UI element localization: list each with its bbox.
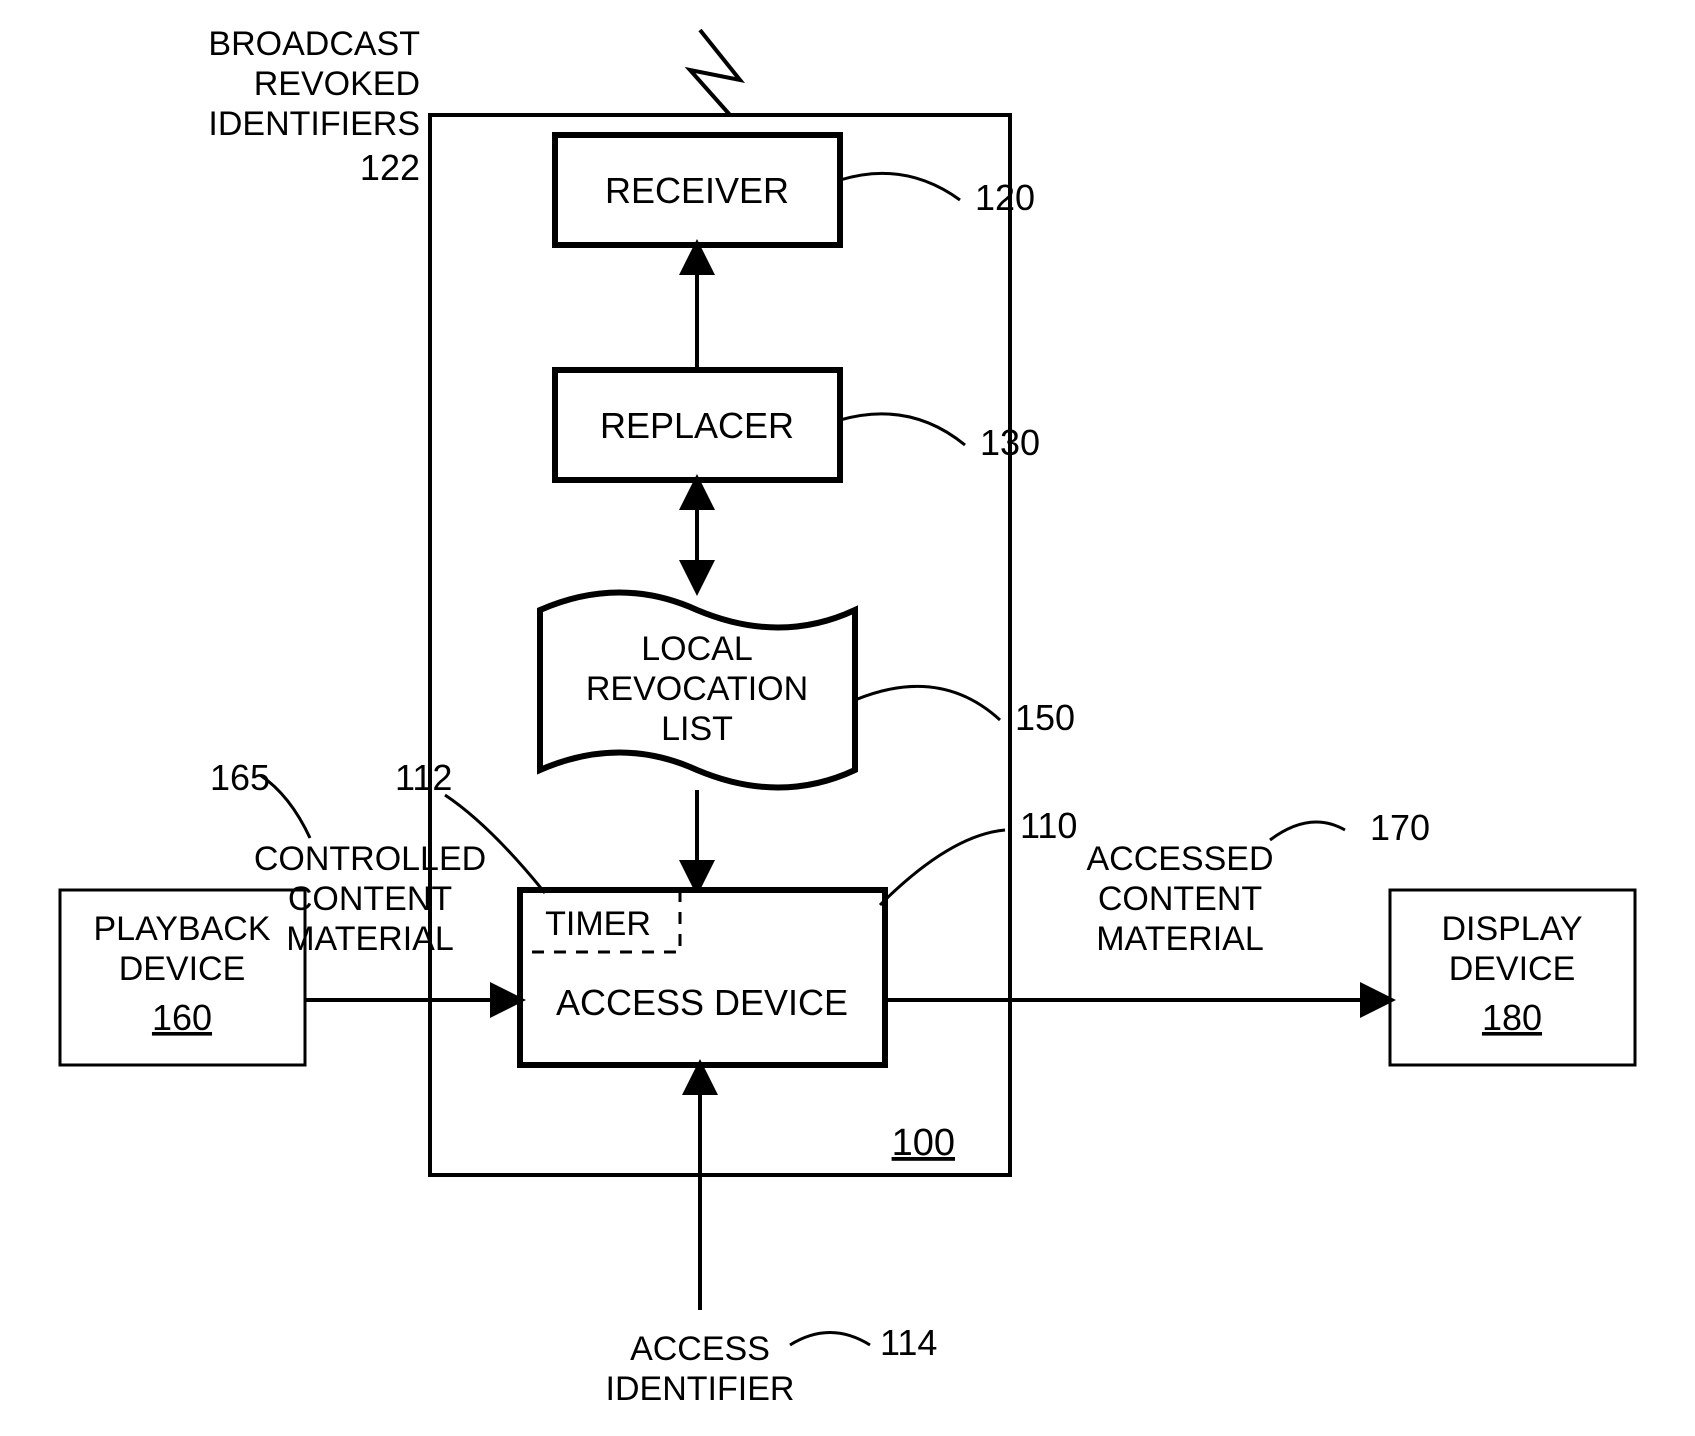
broadcast-l2: REVOKED bbox=[254, 65, 420, 103]
revocation-label-3: LIST bbox=[661, 710, 733, 748]
replacer-ref: 130 bbox=[980, 422, 1040, 463]
controlled-l2: CONTENT bbox=[288, 880, 452, 918]
display-label-2: DEVICE bbox=[1449, 950, 1576, 988]
broadcast-l3: IDENTIFIERS bbox=[208, 105, 420, 143]
revocation-label-1: LOCAL bbox=[641, 630, 753, 668]
access-ref: 110 bbox=[1020, 805, 1077, 846]
accessid-l1: ACCESS bbox=[630, 1330, 770, 1368]
display-label-1: DISPLAY bbox=[1441, 910, 1582, 948]
replacer-label: REPLACER bbox=[600, 405, 794, 446]
container-ref: 100 bbox=[892, 1122, 955, 1164]
broadcast-l1: BROADCAST bbox=[208, 25, 420, 63]
revocation-ref: 150 bbox=[1015, 697, 1075, 738]
broadcast-ref: 122 bbox=[360, 147, 420, 188]
controlled-ref: 165 bbox=[210, 757, 270, 798]
controlled-l1: CONTROLLED bbox=[254, 840, 486, 878]
accessed-l2: CONTENT bbox=[1098, 880, 1262, 918]
accessed-l1: ACCESSED bbox=[1086, 840, 1273, 878]
receiver-ref: 120 bbox=[975, 177, 1035, 218]
playback-label-1: PLAYBACK bbox=[93, 910, 270, 948]
access-label: ACCESS DEVICE bbox=[556, 982, 848, 1023]
revocation-label-2: REVOCATION bbox=[586, 670, 808, 708]
accessid-ref: 114 bbox=[880, 1322, 937, 1363]
accessid-l2: IDENTIFIER bbox=[606, 1370, 795, 1408]
accessed-leader bbox=[1270, 822, 1345, 840]
playback-label-2: DEVICE bbox=[119, 950, 246, 988]
receiver-label: RECEIVER bbox=[605, 170, 789, 211]
playback-ref: 160 bbox=[152, 997, 212, 1038]
diagram-canvas: 100 RECEIVER 120 REPLACER 130 LOCAL REVO… bbox=[0, 0, 1695, 1436]
controlled-l3: MATERIAL bbox=[286, 920, 454, 958]
accessid-leader bbox=[790, 1333, 870, 1346]
accessed-l3: MATERIAL bbox=[1096, 920, 1264, 958]
timer-label: TIMER bbox=[545, 905, 651, 943]
display-ref: 180 bbox=[1482, 997, 1542, 1038]
antenna-icon bbox=[640, 30, 820, 115]
accessed-ref: 170 bbox=[1370, 807, 1430, 848]
timer-ref: 112 bbox=[395, 757, 452, 798]
